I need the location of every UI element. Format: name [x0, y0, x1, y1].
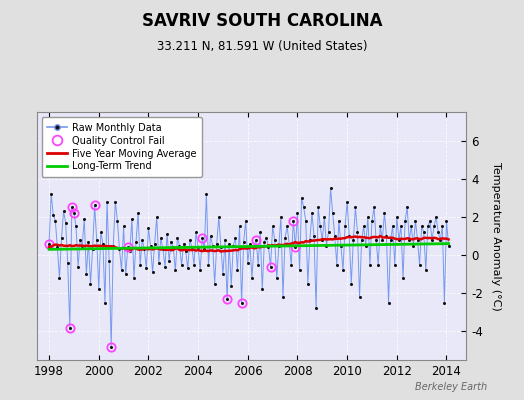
Legend: Raw Monthly Data, Quality Control Fail, Five Year Moving Average, Long-Term Tren: Raw Monthly Data, Quality Control Fail, …	[41, 117, 202, 177]
Text: SAVRIV SOUTH CAROLINA: SAVRIV SOUTH CAROLINA	[142, 12, 382, 30]
Text: Berkeley Earth: Berkeley Earth	[415, 382, 487, 392]
Text: 33.211 N, 81.591 W (United States): 33.211 N, 81.591 W (United States)	[157, 40, 367, 53]
Y-axis label: Temperature Anomaly (°C): Temperature Anomaly (°C)	[492, 162, 501, 310]
